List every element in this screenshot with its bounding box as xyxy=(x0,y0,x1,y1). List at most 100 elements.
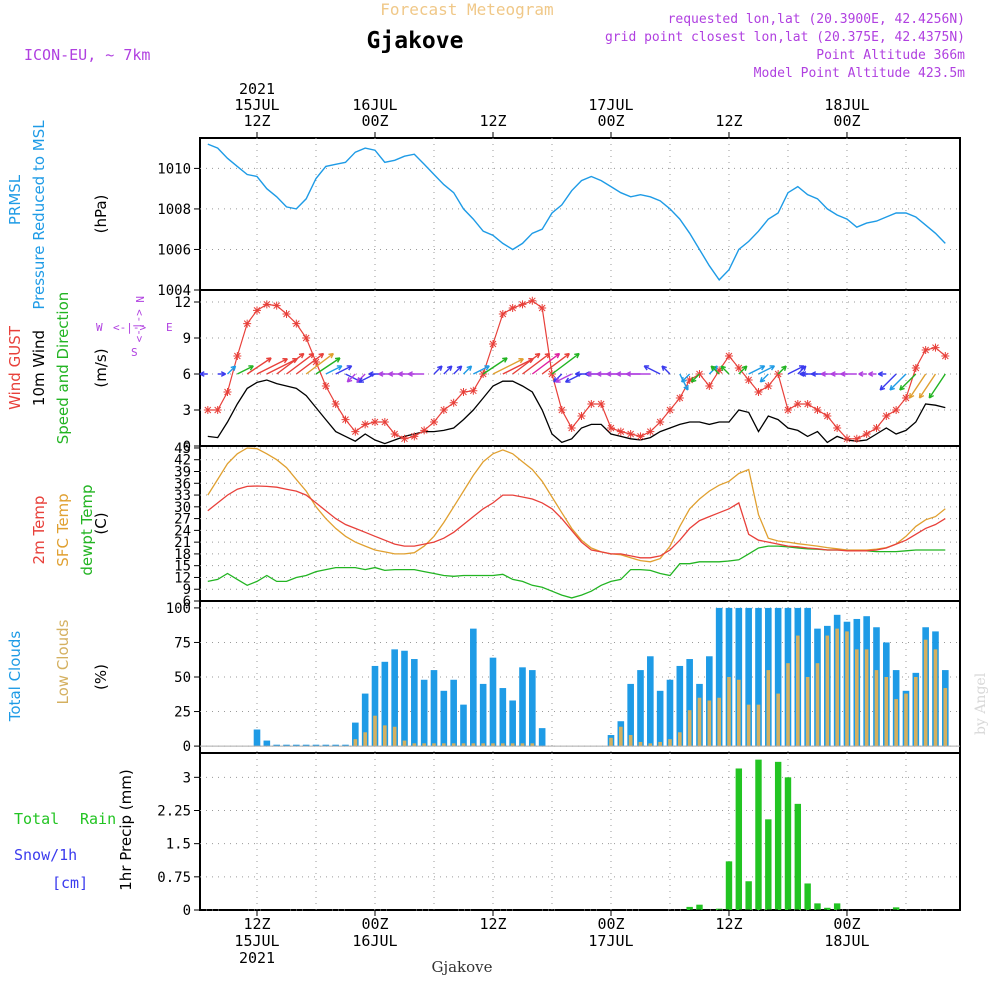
wind-panel: 0 3 6 9 12 (m/s) Wind GUST 10m Wind Speed and Di… xyxy=(6,289,961,455)
wind-direction-arrow xyxy=(217,371,226,377)
bottom-time-label: 00Z xyxy=(833,915,860,933)
rain-bar xyxy=(715,908,723,910)
gust-marker xyxy=(901,394,910,402)
rain-bar xyxy=(804,883,811,910)
temperature-ytick-label: 24 xyxy=(174,523,191,539)
low-cloud-bar xyxy=(491,743,495,747)
total-cloud-bar xyxy=(647,656,654,747)
footer-location: Gjakove xyxy=(431,958,492,976)
precip-ytick-label: 1.5 xyxy=(166,837,191,853)
wind-direction-arrow xyxy=(199,371,208,377)
temperature-ytick-label: 15 xyxy=(174,559,191,575)
gust-marker xyxy=(380,418,389,426)
gust-marker xyxy=(783,406,792,414)
total-cloud-bar xyxy=(627,683,634,747)
temperature-ytick-label: 36 xyxy=(174,476,191,492)
rain-bar xyxy=(765,819,772,910)
low-cloud-bar xyxy=(845,631,849,747)
temperature-unit: (C) xyxy=(92,512,110,534)
wind-direction-arrow xyxy=(453,365,463,375)
gust-marker xyxy=(410,432,419,441)
wind-direction-arrow xyxy=(758,365,776,375)
low-cloud-bar xyxy=(432,743,436,747)
gust-marker xyxy=(567,424,576,432)
wind-direction-arrow xyxy=(877,371,887,377)
total-cloud-bar xyxy=(529,670,536,747)
point-altitude: Point Altitude 366m xyxy=(816,48,965,63)
bottom-time-label: 12Z xyxy=(243,915,270,933)
watermark: by Angel xyxy=(973,672,989,735)
total-cloud-bar xyxy=(519,667,526,747)
low-cloud-bar xyxy=(737,679,741,747)
gust-marker xyxy=(606,424,615,432)
wind-gust-line xyxy=(207,300,946,440)
total-cloud-bar xyxy=(302,744,310,747)
wind-direction-arrow xyxy=(626,371,651,377)
wind-direction-arrow xyxy=(908,373,927,399)
low-cloud-bar xyxy=(786,663,790,747)
pressure-ytick-label: 1010 xyxy=(157,161,191,177)
rain-bar xyxy=(794,803,802,910)
rain-bar xyxy=(696,904,703,910)
low-cloud-bar xyxy=(707,700,712,747)
rain-bar xyxy=(725,861,733,910)
low-cloud-bar xyxy=(943,688,948,747)
legend-snow-unit: [cm] xyxy=(52,874,88,892)
wind-direction-arrow xyxy=(918,373,937,399)
gust-marker xyxy=(292,319,301,328)
meteogram-title: Forecast Meteogram xyxy=(380,0,553,19)
bottom-time-label: 2021 xyxy=(239,949,275,967)
top-time-label: 16JUL xyxy=(352,96,397,114)
wind-direction-arrow xyxy=(346,373,356,383)
grid-point-coordinates: grid point closest lon,lat (20.375E, 42.… xyxy=(605,30,965,45)
total-cloud-bar xyxy=(686,659,693,747)
wind-direction-arrow xyxy=(858,371,867,377)
low-cloud-bar xyxy=(530,743,535,747)
wind-direction-arrow xyxy=(541,352,570,375)
pressure-panel: 1004 1006 1008 1010 (hPa) PRMSL Pressure Reduc… xyxy=(6,120,961,310)
gust-marker xyxy=(705,382,714,390)
clouds-ytick-label: 50 xyxy=(174,670,191,686)
low-cloud-bar xyxy=(776,693,780,747)
wind-direction-arrow xyxy=(443,365,453,375)
wind-direction-arrow xyxy=(482,357,508,375)
top-time-label: 2021 xyxy=(239,80,275,98)
gust-marker xyxy=(262,300,271,309)
gust-marker xyxy=(213,406,222,414)
legend-snow: Snow/1h xyxy=(14,846,77,864)
total-cloud-bar xyxy=(401,650,408,747)
location-title: Gjakove xyxy=(367,28,464,54)
wind-direction-arrow xyxy=(512,352,541,375)
low-cloud-bar xyxy=(668,739,672,747)
total-cloud-bar xyxy=(715,607,723,747)
compass-east: E xyxy=(166,321,173,334)
clouds-ytick-label: 0 xyxy=(183,739,191,755)
bottom-time-label: 00Z xyxy=(361,915,388,933)
gust-marker xyxy=(931,343,940,352)
rain-bar xyxy=(686,906,693,910)
bottom-time-label: 18JUL xyxy=(824,932,869,950)
low-cloud-bar xyxy=(835,628,839,747)
legend-total: Total xyxy=(14,810,59,828)
total-clouds-axis-label: Total Clouds xyxy=(6,631,24,723)
wind-direction-arrow xyxy=(720,365,730,375)
compass-rose: W <-|-> E N <-|-> S xyxy=(96,296,173,359)
low-cloud-bar xyxy=(933,649,938,747)
low-cloud-bar xyxy=(353,739,358,747)
model-point-altitude: Model Point Altitude 423.5m xyxy=(754,66,965,81)
rain-bar xyxy=(735,768,743,910)
gust-marker xyxy=(449,398,458,407)
wind-ytick-label: 0 xyxy=(183,439,191,455)
precip-frame xyxy=(199,752,961,911)
low-cloud-bar xyxy=(510,743,515,747)
gust-marker xyxy=(882,412,891,420)
gust-marker xyxy=(203,406,212,414)
rain-bar xyxy=(814,903,821,910)
low-cloud-bar xyxy=(392,726,397,747)
low-clouds-axis-label: Low Clouds xyxy=(54,619,72,704)
wind-direction-arrow xyxy=(748,365,766,375)
pressure-ytick-label: 1006 xyxy=(157,242,191,258)
temperature-ytick-label: 9 xyxy=(183,582,191,598)
wind-direction-arrow xyxy=(237,365,254,375)
wind-direction-arrow xyxy=(256,358,288,375)
